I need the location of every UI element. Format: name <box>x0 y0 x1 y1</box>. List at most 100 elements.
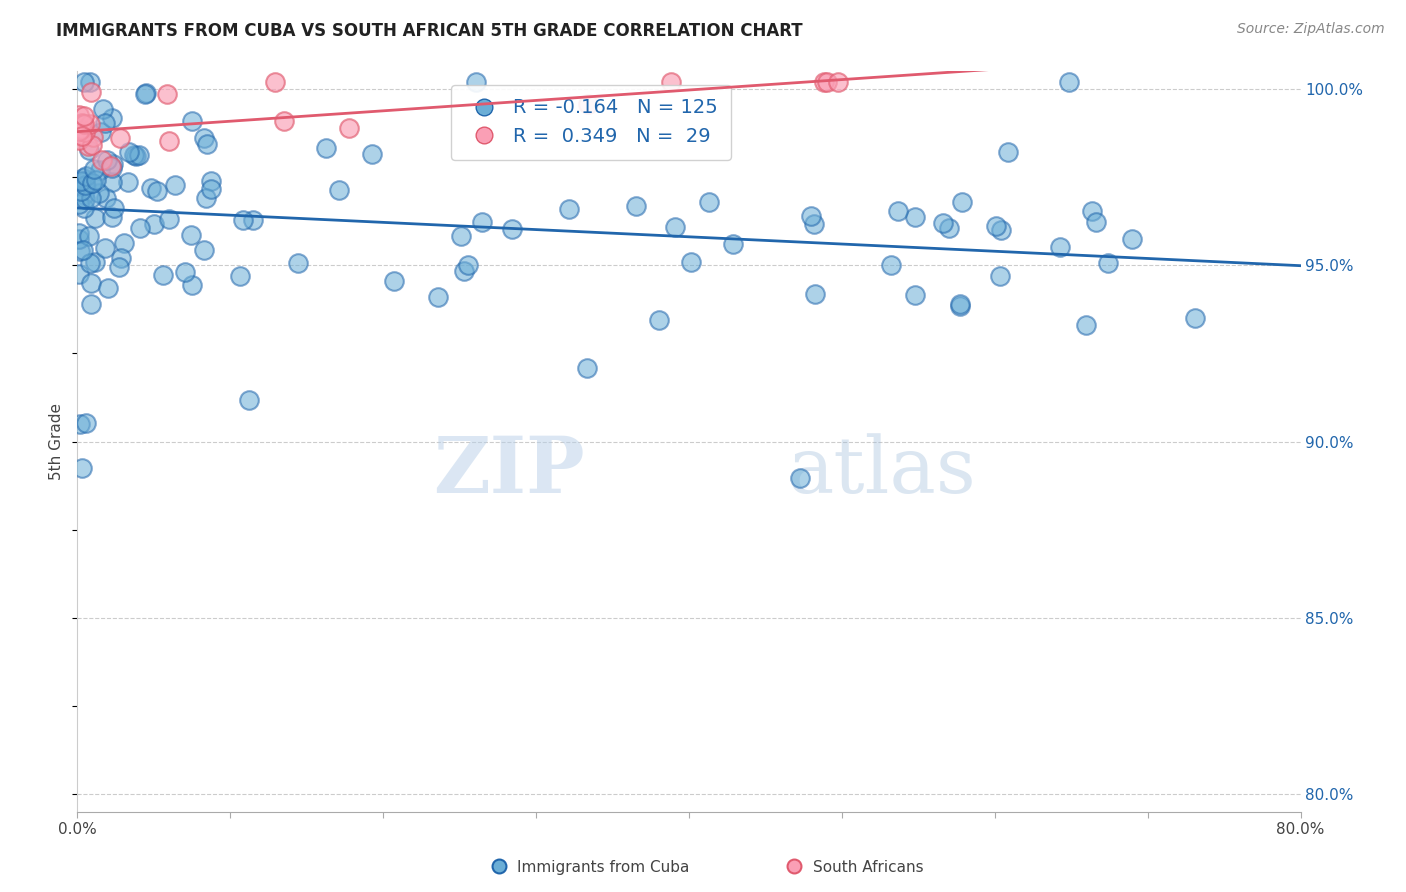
Text: ZIP: ZIP <box>433 434 585 509</box>
Point <box>90 125 112 139</box>
Point <box>426 290 449 304</box>
Point <box>827 75 849 89</box>
Point <box>576 361 599 376</box>
Point <box>94 191 117 205</box>
Point <box>783 859 806 873</box>
Point <box>72 171 94 186</box>
Point <box>82 137 104 152</box>
Point <box>93 102 115 116</box>
Point <box>990 222 1012 236</box>
Point <box>157 212 180 227</box>
Point <box>101 161 124 175</box>
Point <box>118 145 141 159</box>
Text: atlas: atlas <box>787 434 976 509</box>
Text: South Africans: South Africans <box>813 860 924 874</box>
Point <box>76 139 98 153</box>
Point <box>997 145 1019 160</box>
Point <box>659 75 682 89</box>
Point <box>264 75 287 89</box>
Point <box>75 416 97 430</box>
Point <box>457 259 479 273</box>
Point <box>139 180 162 194</box>
Point <box>70 174 93 188</box>
Point <box>242 212 264 227</box>
Point <box>904 211 927 225</box>
Point <box>84 172 107 186</box>
Point <box>193 131 215 145</box>
Point <box>804 287 827 301</box>
Point <box>1121 232 1143 246</box>
Point <box>886 204 908 219</box>
Text: Immigrants from Cuba: Immigrants from Cuba <box>517 860 690 874</box>
Point <box>73 174 96 188</box>
Point <box>679 255 702 269</box>
Point <box>80 176 103 190</box>
Point <box>181 278 204 293</box>
Point <box>984 219 1007 233</box>
Y-axis label: 5th Grade: 5th Grade <box>49 403 65 480</box>
Point <box>75 178 97 192</box>
Point <box>382 274 405 288</box>
Point <box>200 174 222 188</box>
Point <box>157 134 180 148</box>
Point <box>108 260 131 274</box>
Point <box>80 297 103 311</box>
Point <box>789 471 811 485</box>
Point <box>73 188 96 202</box>
Point <box>453 264 475 278</box>
Point <box>949 299 972 313</box>
Point <box>576 97 599 112</box>
Point <box>83 255 105 269</box>
Point <box>100 160 122 174</box>
Point <box>110 251 132 265</box>
Point <box>101 176 124 190</box>
Point <box>90 153 112 167</box>
Point <box>73 109 96 123</box>
Point <box>697 194 720 209</box>
Point <box>471 215 494 229</box>
Point <box>932 216 955 230</box>
Point <box>79 256 101 270</box>
Point <box>879 258 901 272</box>
Point <box>450 229 472 244</box>
Point <box>200 182 222 196</box>
Point <box>84 211 107 226</box>
Point <box>72 243 94 257</box>
Point <box>75 178 97 193</box>
Point <box>195 137 218 152</box>
Point <box>1097 256 1119 270</box>
Point <box>146 184 169 198</box>
Point <box>128 147 150 161</box>
Point <box>803 217 825 231</box>
Point <box>1081 204 1104 219</box>
Point <box>67 232 90 246</box>
Point <box>143 217 166 231</box>
Point <box>103 201 125 215</box>
Point <box>1184 311 1206 326</box>
Point <box>648 313 671 327</box>
Point <box>97 280 120 294</box>
Point <box>79 75 101 89</box>
Point <box>83 162 105 177</box>
Point <box>193 243 215 257</box>
Point <box>328 183 350 197</box>
Point <box>501 222 523 236</box>
Point <box>80 85 103 99</box>
Point <box>238 392 260 407</box>
Point <box>1085 215 1108 229</box>
Point <box>80 276 103 290</box>
Point <box>129 220 152 235</box>
Point <box>815 75 838 89</box>
Point <box>950 194 973 209</box>
Point <box>75 169 97 183</box>
Point <box>557 202 579 216</box>
Point <box>1059 75 1081 89</box>
Point <box>664 220 686 235</box>
Point <box>67 267 90 281</box>
Point <box>72 117 94 131</box>
Point <box>949 296 972 310</box>
Point <box>70 116 93 130</box>
Point <box>70 184 93 198</box>
Point <box>337 120 360 135</box>
Point <box>135 86 157 100</box>
